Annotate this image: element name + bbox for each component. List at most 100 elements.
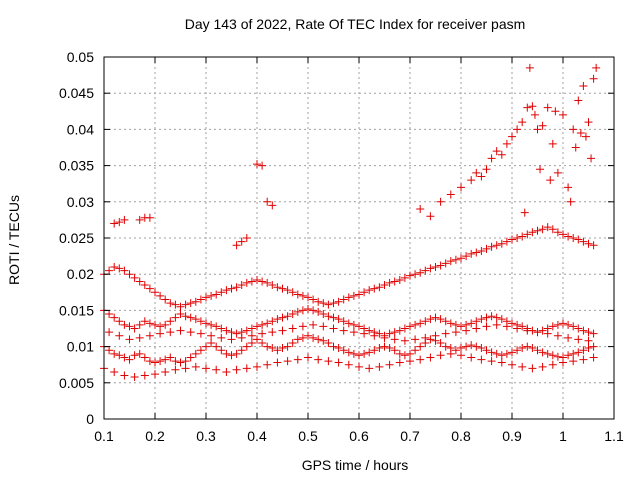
data-point xyxy=(212,342,221,351)
data-point xyxy=(564,333,573,342)
data-point xyxy=(462,252,471,261)
data-point xyxy=(548,139,557,148)
data-point xyxy=(105,310,114,319)
data-point xyxy=(436,351,445,360)
data-point xyxy=(579,346,588,355)
data-point xyxy=(406,349,414,358)
data-point xyxy=(288,288,297,297)
data-point xyxy=(161,295,170,304)
x-tick-label: 0.3 xyxy=(196,428,216,444)
data-point xyxy=(523,230,532,239)
data-point xyxy=(553,228,562,237)
x-tick-label: 0.9 xyxy=(502,428,522,444)
data-point xyxy=(120,320,129,329)
data-point xyxy=(105,346,114,355)
data-point xyxy=(273,346,282,355)
x-tick-label: 1.1 xyxy=(604,428,624,444)
data-point xyxy=(564,351,573,360)
data-point xyxy=(268,201,277,210)
data-point xyxy=(508,348,516,357)
data-point xyxy=(334,344,343,353)
data-point xyxy=(115,218,124,227)
data-point xyxy=(584,239,593,248)
data-point xyxy=(457,254,465,263)
data-point xyxy=(533,226,542,235)
data-point xyxy=(355,362,363,371)
data-point xyxy=(110,313,119,322)
data-point xyxy=(436,197,445,206)
data-point xyxy=(492,349,501,358)
data-point xyxy=(196,329,205,338)
data-point xyxy=(232,365,241,374)
data-point xyxy=(441,317,450,326)
data-point xyxy=(278,313,287,322)
data-point xyxy=(278,284,287,293)
data-point xyxy=(151,358,159,367)
y-tick-label: 0.005 xyxy=(59,375,94,391)
data-point xyxy=(457,183,465,192)
data-point xyxy=(349,328,358,337)
data-point xyxy=(451,320,460,329)
data-point xyxy=(385,344,394,353)
data-point xyxy=(120,215,129,224)
data-point xyxy=(431,313,440,322)
data-point xyxy=(334,297,343,306)
x-tick-label: 0.7 xyxy=(400,428,420,444)
data-point xyxy=(135,349,144,358)
data-point xyxy=(329,342,338,351)
data-point xyxy=(125,322,134,331)
data-point xyxy=(546,176,555,185)
data-point xyxy=(130,373,139,382)
data-point xyxy=(151,370,159,379)
data-point xyxy=(581,132,590,141)
data-point xyxy=(283,286,292,295)
y-tick-label: 0.015 xyxy=(59,302,94,318)
data-point xyxy=(288,338,297,347)
data-point xyxy=(319,299,328,308)
data-point xyxy=(574,235,583,244)
data-point xyxy=(467,319,476,328)
data-point xyxy=(477,172,486,181)
data-point xyxy=(237,237,246,246)
data-point xyxy=(584,344,593,353)
data-point xyxy=(380,333,389,342)
data-point xyxy=(207,338,216,347)
data-point xyxy=(186,299,195,308)
data-point xyxy=(564,320,573,329)
data-point xyxy=(436,315,445,324)
data-point xyxy=(283,342,292,351)
data-point xyxy=(273,283,282,292)
data-point xyxy=(569,234,578,242)
data-point xyxy=(421,266,430,275)
data-point xyxy=(140,281,149,290)
data-points xyxy=(100,63,601,382)
data-point xyxy=(390,335,399,344)
data-point xyxy=(181,364,190,373)
data-point xyxy=(319,310,328,319)
data-point xyxy=(145,284,154,293)
data-point xyxy=(349,320,358,329)
data-point xyxy=(513,346,522,355)
data-point xyxy=(171,357,180,366)
data-point xyxy=(426,212,435,221)
data-point xyxy=(411,346,420,355)
data-point xyxy=(571,143,580,152)
data-point xyxy=(171,300,180,309)
data-point xyxy=(431,262,440,271)
data-point xyxy=(355,322,363,331)
data-point xyxy=(441,259,450,268)
data-point xyxy=(309,320,318,329)
data-point xyxy=(395,275,404,284)
data-point xyxy=(360,329,369,338)
data-point xyxy=(110,367,119,376)
data-point xyxy=(375,362,384,371)
data-point xyxy=(309,306,318,315)
data-point xyxy=(589,329,598,338)
data-point xyxy=(298,306,307,315)
data-point xyxy=(482,313,491,322)
data-point xyxy=(145,213,154,222)
data-point xyxy=(258,338,267,347)
data-point xyxy=(457,351,465,360)
data-point xyxy=(314,355,323,364)
data-point xyxy=(288,324,297,333)
